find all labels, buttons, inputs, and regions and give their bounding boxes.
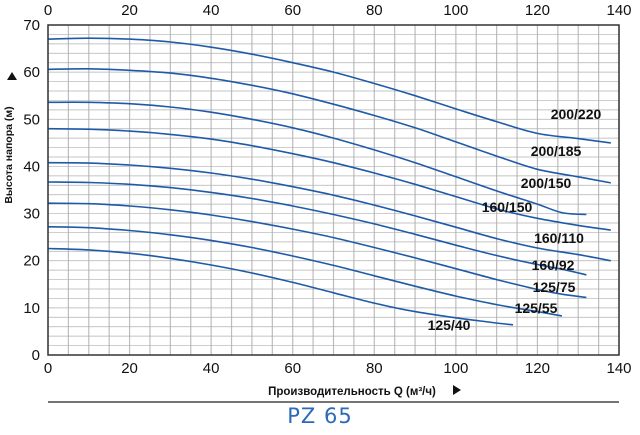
x-tick-label: 100	[443, 360, 468, 377]
curve-200-185	[47, 67, 611, 184]
curve-160-110	[47, 161, 611, 262]
y-tick-label: 10	[23, 300, 40, 317]
curve-160-150	[47, 127, 611, 231]
plot-frame	[47, 24, 620, 356]
axis-ticks: 0020204040606080801001001201201401400102…	[23, 2, 631, 377]
x-tick-label-top: 0	[44, 2, 52, 19]
x-tick-label: 80	[366, 360, 383, 377]
y-tick-label: 20	[23, 253, 40, 270]
x-tick-label: 60	[284, 360, 301, 377]
y-tick-label: 40	[23, 158, 40, 175]
curve-160-92	[47, 181, 587, 276]
y-tick-label: 50	[23, 111, 40, 128]
x-tick-label-top: 100	[443, 2, 468, 19]
x-tick-label: 0	[44, 360, 52, 377]
curve-label-125-40: 125/40	[428, 317, 471, 333]
x-tick-label: 120	[525, 360, 550, 377]
y-tick-label: 0	[32, 347, 40, 364]
curve-label-200-220: 200/220	[551, 106, 602, 122]
y-tick-label: 60	[23, 64, 40, 81]
curve-125-40	[47, 247, 514, 326]
x-tick-label: 140	[606, 360, 631, 377]
curve-125-55	[47, 226, 563, 317]
curve-label-125-55: 125/55	[515, 300, 558, 316]
y-axis-arrow-icon	[7, 72, 17, 80]
curve-200-220	[47, 37, 611, 144]
curve-label-125-75: 125/75	[533, 279, 576, 295]
curve-label-160-92: 160/92	[532, 257, 575, 273]
x-tick-label-top: 140	[606, 2, 631, 19]
x-tick-label: 20	[121, 360, 138, 377]
curve-200-150	[47, 101, 587, 216]
x-tick-label: 40	[203, 360, 220, 377]
curve-label-200-185: 200/185	[531, 143, 582, 159]
x-axis-label: Производительность Q (м³/ч)	[268, 386, 436, 398]
x-tick-label-top: 20	[121, 2, 138, 19]
y-tick-label: 30	[23, 206, 40, 223]
x-tick-label-top: 120	[525, 2, 550, 19]
x-tick-label-top: 60	[284, 2, 301, 19]
curve-125-75	[47, 202, 587, 299]
x-axis-arrow-icon	[453, 385, 461, 395]
x-tick-label-top: 40	[203, 2, 220, 19]
curve-label-160-150: 160/150	[482, 199, 533, 215]
curve-label-160-110: 160/110	[534, 230, 584, 246]
x-tick-label-top: 80	[366, 2, 383, 19]
grid	[47, 24, 620, 356]
y-axis-label: Высота напора (м)	[3, 106, 15, 203]
curve-label-200-150: 200/150	[521, 175, 572, 191]
y-tick-label: 70	[23, 17, 40, 34]
chart-title: PZ 65	[287, 404, 353, 428]
curves	[47, 37, 611, 326]
